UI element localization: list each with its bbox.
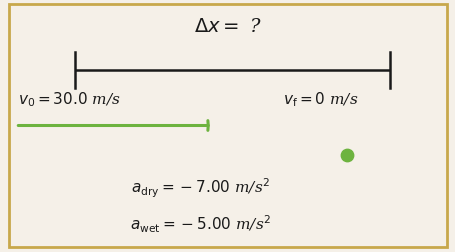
Text: $a_{\mathrm{dry}} = -7.00$ m/s$^2$: $a_{\mathrm{dry}} = -7.00$ m/s$^2$ <box>131 176 269 199</box>
Text: $a_{\mathrm{wet}} = -5.00$ m/s$^2$: $a_{\mathrm{wet}} = -5.00$ m/s$^2$ <box>130 212 270 234</box>
Point <box>342 153 349 157</box>
Text: $v_{\mathrm{f}} = 0$ m/s: $v_{\mathrm{f}} = 0$ m/s <box>282 90 357 109</box>
Text: $\Delta x = $ ?: $\Delta x = $ ? <box>194 17 261 36</box>
Text: $v_0 = 30.0$ m/s: $v_0 = 30.0$ m/s <box>18 90 121 109</box>
